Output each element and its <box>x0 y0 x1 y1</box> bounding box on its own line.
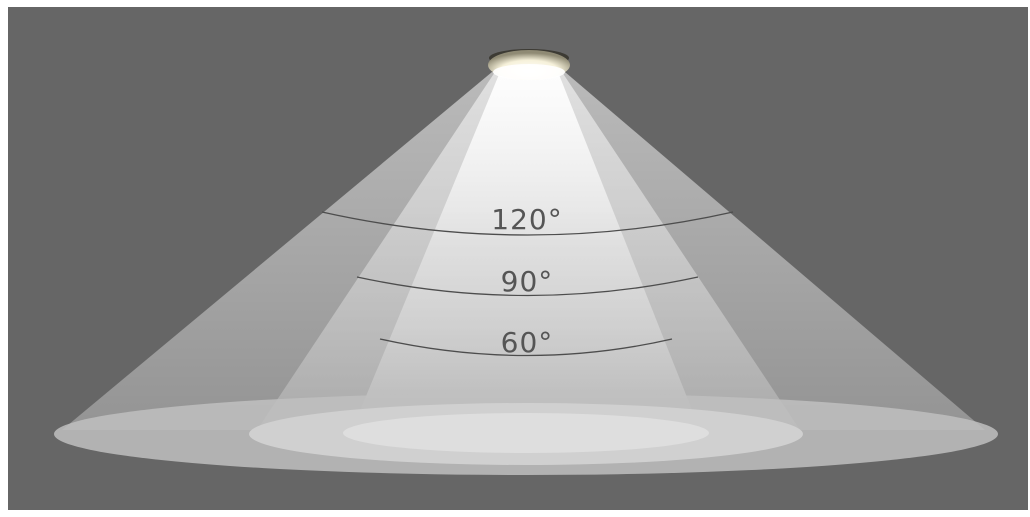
angle-arc-60 <box>379 338 673 357</box>
light-cone-60 <box>352 72 700 430</box>
downlight-fixture <box>488 49 570 80</box>
angle-arc-90 <box>356 276 699 297</box>
angle-label-60: 60° <box>501 326 554 359</box>
angle-arc-120 <box>321 211 734 236</box>
angle-label-120: 120° <box>491 203 562 236</box>
angle-label-90: 90° <box>501 265 554 298</box>
floor-spot-60 <box>343 413 709 453</box>
